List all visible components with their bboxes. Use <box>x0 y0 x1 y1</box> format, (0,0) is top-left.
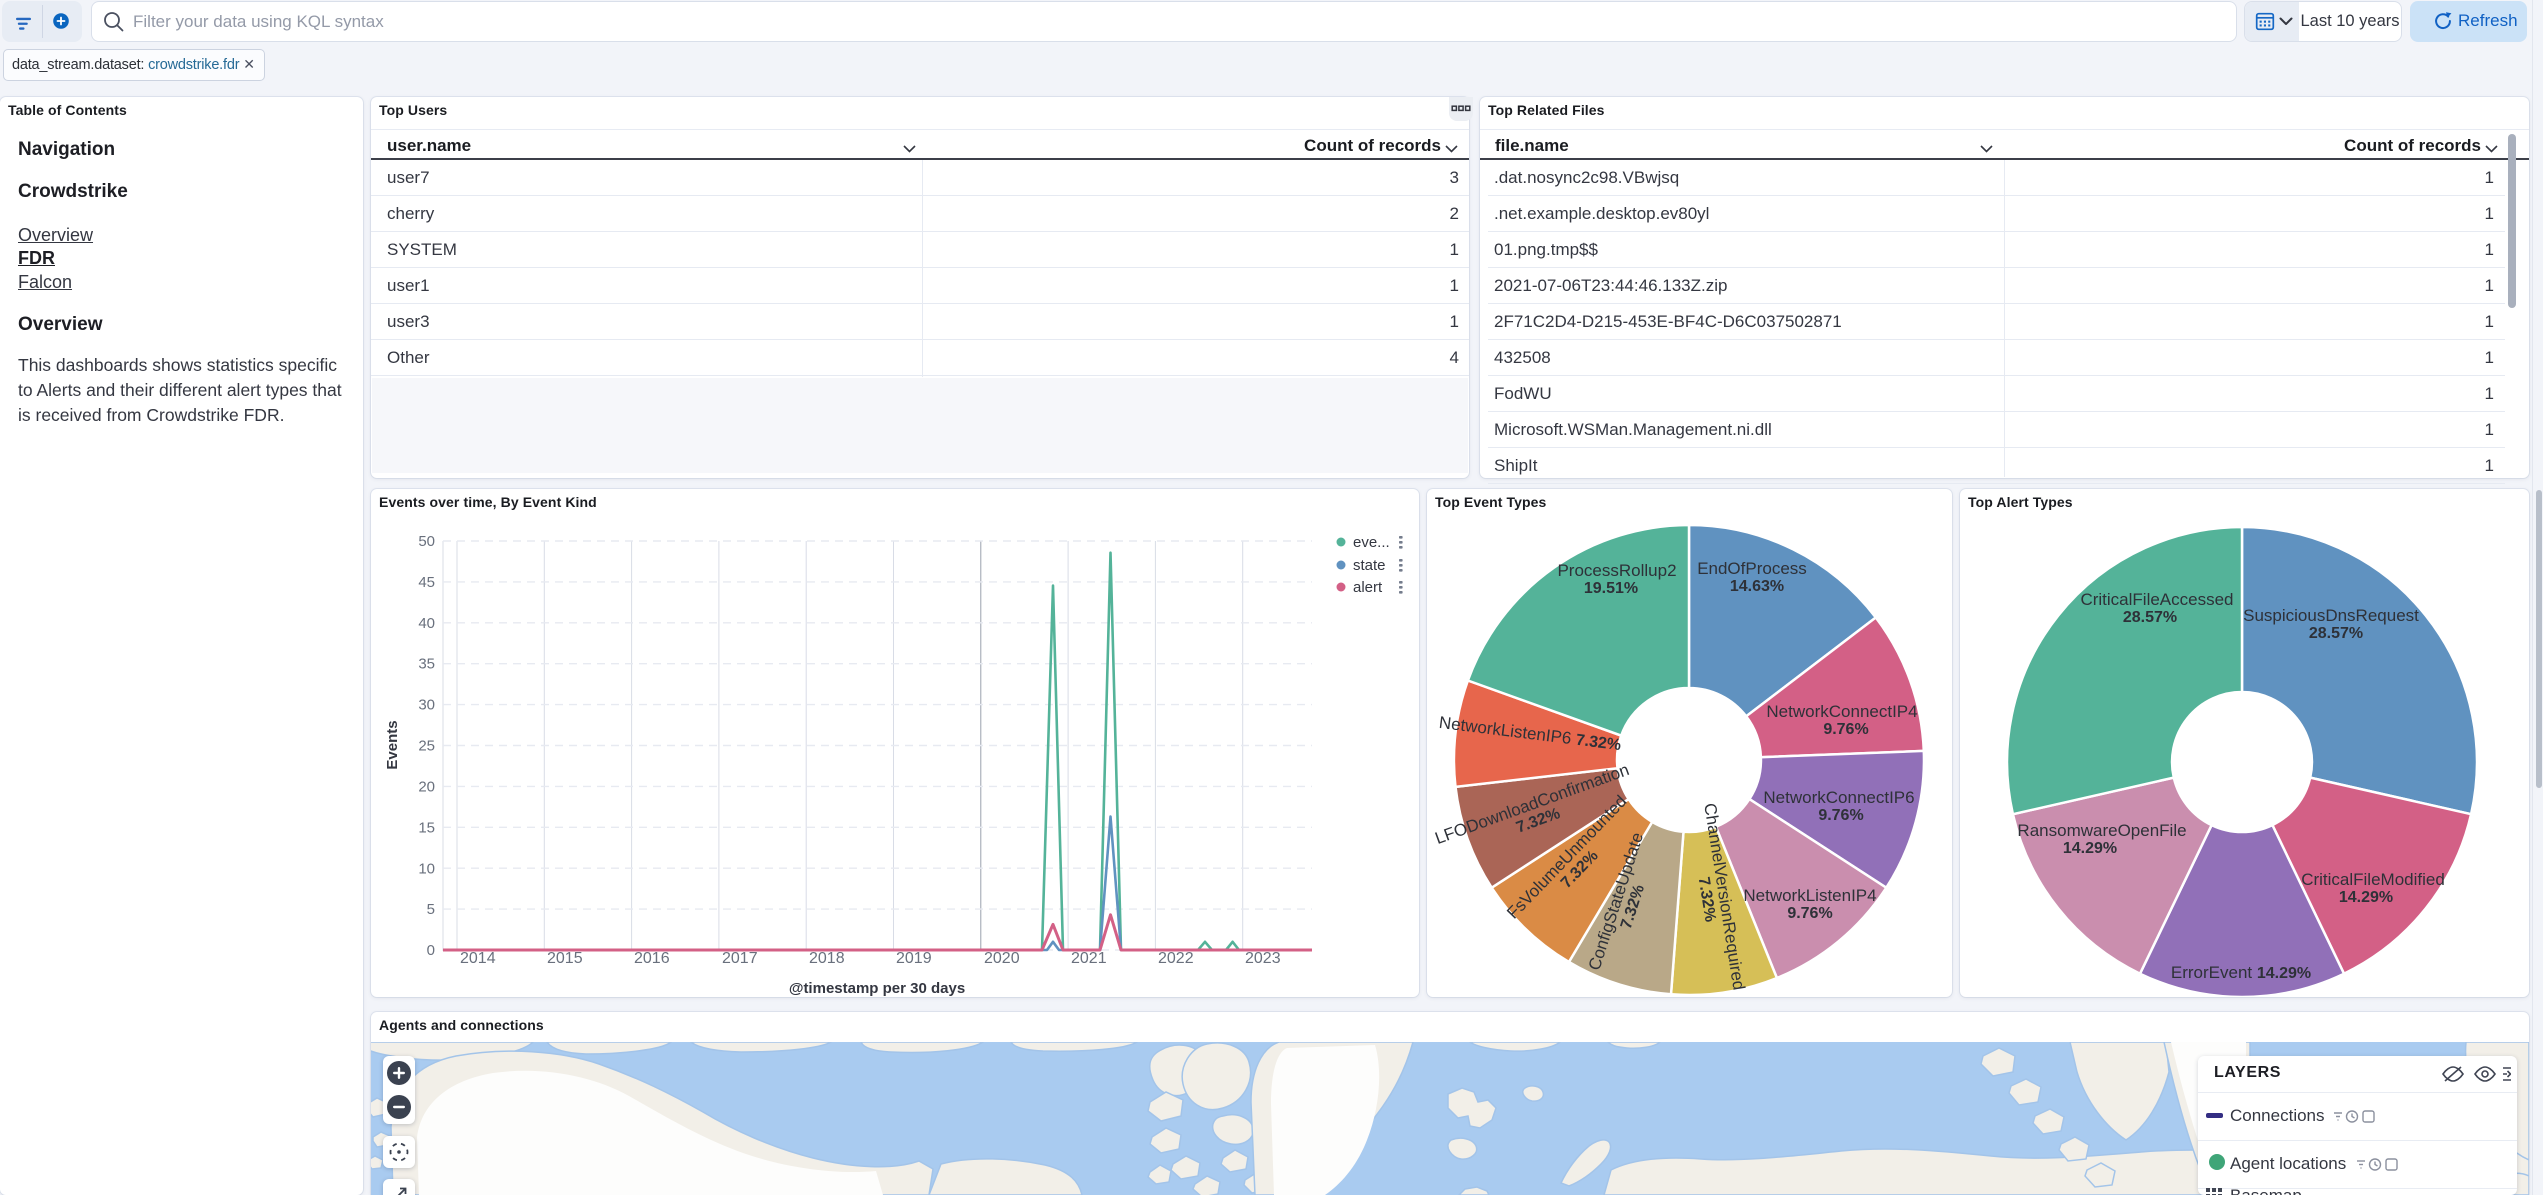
svg-text:30: 30 <box>418 697 435 714</box>
svg-text:10: 10 <box>418 860 435 877</box>
svg-text:7.32%: 7.32% <box>1695 876 1719 923</box>
svg-text:50: 50 <box>418 533 435 550</box>
svg-text:RansomwareOpenFile: RansomwareOpenFile <box>2017 821 2186 840</box>
svg-text:25: 25 <box>418 738 435 755</box>
svg-text:5: 5 <box>427 901 435 918</box>
svg-text:NetworkListenIP4: NetworkListenIP4 <box>1743 886 1876 905</box>
svg-text:2017: 2017 <box>722 950 758 967</box>
svg-text:45: 45 <box>418 574 435 591</box>
svg-text:2021: 2021 <box>1071 950 1107 967</box>
svg-text:ErrorEvent 14.29%: ErrorEvent 14.29% <box>2171 963 2311 982</box>
svg-text:14.63%: 14.63% <box>1730 578 1784 595</box>
svg-text:9.76%: 9.76% <box>1823 721 1868 738</box>
svg-text:2022: 2022 <box>1158 950 1194 967</box>
svg-text:NetworkConnectIP4: NetworkConnectIP4 <box>1766 702 1917 721</box>
svg-text:14.29%: 14.29% <box>2063 840 2117 857</box>
svg-text:state: state <box>1353 557 1386 574</box>
svg-text:2018: 2018 <box>809 950 845 967</box>
svg-text:CriticalFileModified: CriticalFileModified <box>2301 870 2445 889</box>
svg-text:Events: Events <box>384 720 401 769</box>
svg-text:19.51%: 19.51% <box>1584 580 1638 597</box>
svg-text:alert: alert <box>1353 579 1383 596</box>
svg-text:2016: 2016 <box>634 950 670 967</box>
svg-text:2015: 2015 <box>547 950 583 967</box>
svg-text:20: 20 <box>418 778 435 795</box>
svg-text:SuspiciousDnsRequest: SuspiciousDnsRequest <box>2243 606 2419 625</box>
svg-text:2020: 2020 <box>984 950 1020 967</box>
svg-text:28.57%: 28.57% <box>2309 625 2363 642</box>
svg-text:ProcessRollup2: ProcessRollup2 <box>1557 561 1676 580</box>
svg-text:eve...: eve... <box>1353 534 1390 551</box>
svg-text:2019: 2019 <box>896 950 932 967</box>
svg-text:35: 35 <box>418 656 435 673</box>
svg-text:9.76%: 9.76% <box>1818 807 1863 824</box>
svg-text:@timestamp per 30 days: @timestamp per 30 days <box>789 980 965 997</box>
svg-text:2014: 2014 <box>460 950 496 967</box>
svg-text:2023: 2023 <box>1245 950 1281 967</box>
svg-text:28.57%: 28.57% <box>2123 609 2177 626</box>
svg-text:CriticalFileAccessed: CriticalFileAccessed <box>2080 590 2233 609</box>
svg-text:9.76%: 9.76% <box>1787 905 1832 922</box>
svg-text:14.29%: 14.29% <box>2339 889 2393 906</box>
svg-text:40: 40 <box>418 615 435 632</box>
svg-text:EndOfProcess: EndOfProcess <box>1697 559 1807 578</box>
svg-text:15: 15 <box>418 819 435 836</box>
svg-text:0: 0 <box>427 942 435 959</box>
svg-text:NetworkConnectIP6: NetworkConnectIP6 <box>1763 788 1914 807</box>
